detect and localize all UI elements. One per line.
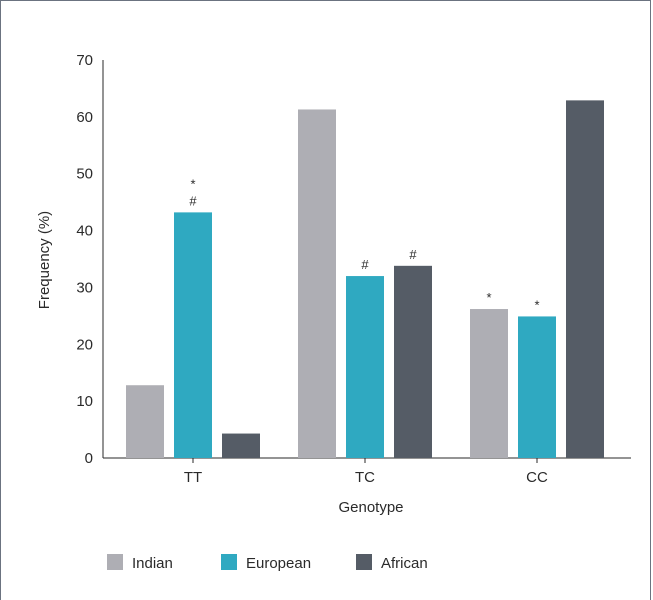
bar-european-tc (346, 276, 384, 458)
bar-african-cc (566, 100, 604, 459)
y-tick-label: 50 (76, 166, 93, 183)
legend-label-european: European (246, 555, 311, 572)
bar-annotation: * (534, 297, 539, 312)
y-tick-label: 20 (76, 336, 93, 353)
bar-african-tt (222, 433, 260, 458)
bar-indian-tc (298, 109, 336, 459)
bar-european-tt (174, 212, 212, 458)
x-tick-label: TC (355, 469, 375, 486)
bar-annotation: # (189, 193, 197, 208)
y-tick-label: 0 (85, 450, 93, 467)
bar-annotation: * (486, 290, 491, 305)
bar-indian-cc (470, 309, 508, 458)
legend-label-indian: Indian (132, 555, 173, 572)
x-tick-label: CC (526, 469, 548, 486)
y-tick-label: 10 (76, 393, 93, 410)
legend-swatch-european (221, 554, 237, 570)
bar-indian-tt (126, 385, 164, 458)
y-tick-label: 30 (76, 279, 93, 296)
y-tick-label: 70 (76, 52, 93, 69)
y-tick-label: 40 (76, 223, 93, 240)
y-tick-label: 60 (76, 109, 93, 126)
legend-label-african: African (381, 555, 428, 572)
x-axis: TT TC CC (103, 457, 631, 486)
legend-swatch-indian (107, 554, 123, 570)
x-axis-label: Genotype (338, 499, 403, 516)
bar-annotations: # * # # * * (189, 176, 539, 312)
bar-annotation: * (190, 176, 195, 191)
bars (126, 100, 604, 459)
legend: Indian European African (107, 554, 428, 572)
x-tick-label: TT (184, 469, 202, 486)
bar-annotation: # (409, 247, 417, 262)
y-axis-label: Frequency (%) (36, 211, 53, 309)
bar-european-cc (518, 316, 556, 458)
bar-annotation: # (361, 257, 369, 272)
bar-african-tc (394, 265, 432, 458)
legend-swatch-african (356, 554, 372, 570)
y-axis: 0 10 20 30 40 50 60 70 (76, 52, 104, 467)
